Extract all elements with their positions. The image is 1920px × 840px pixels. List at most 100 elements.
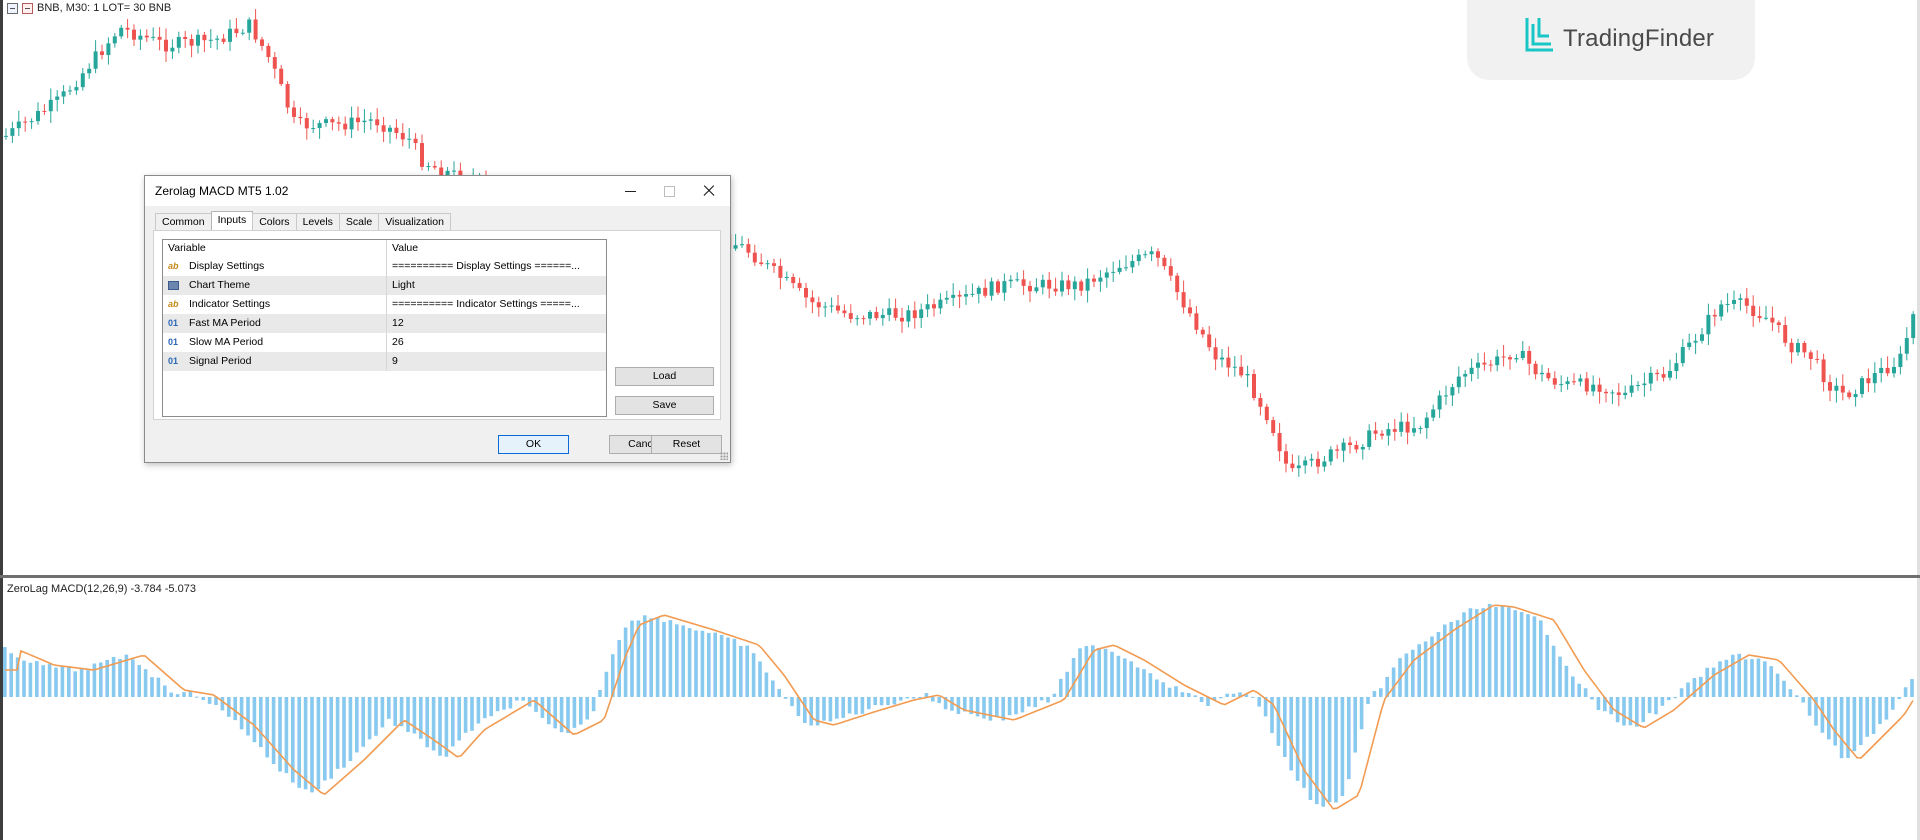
- candle-body: [1904, 338, 1909, 354]
- candle-body: [1508, 357, 1512, 360]
- candle-body: [1149, 251, 1154, 255]
- histogram-bar: [1155, 679, 1159, 697]
- histogram-bar: [214, 697, 218, 706]
- histogram-bar: [623, 627, 628, 697]
- histogram-bar: [515, 697, 519, 701]
- column-header-variable[interactable]: Variable: [168, 242, 206, 254]
- ok-button[interactable]: OK: [498, 435, 569, 454]
- candle-body: [1162, 257, 1167, 267]
- symbol-label: BNB, M30: 1 LOT= 30 BNB: [37, 2, 172, 14]
- candle-body: [1360, 446, 1365, 450]
- candle-body: [304, 118, 309, 129]
- candle-body: [1648, 372, 1653, 384]
- histogram-bar: [1788, 689, 1793, 697]
- histogram-bar: [1481, 608, 1485, 697]
- histogram-bar: [431, 697, 436, 751]
- histogram-bar: [886, 697, 890, 706]
- tab-scale[interactable]: Scale: [338, 213, 380, 230]
- candle-body: [1156, 251, 1160, 258]
- save-button[interactable]: Save: [615, 396, 714, 415]
- histogram-bar: [1276, 697, 1281, 746]
- histogram-bar: [470, 697, 474, 731]
- value-cell[interactable]: Light: [386, 276, 606, 295]
- load-button[interactable]: Load: [615, 367, 714, 386]
- histogram-bar: [719, 634, 724, 697]
- histogram-bar: [969, 697, 973, 715]
- histogram-bar: [835, 697, 839, 719]
- candle-body: [157, 36, 162, 40]
- close-button[interactable]: [688, 179, 730, 203]
- candle-body: [1367, 430, 1372, 447]
- table-row[interactable]: ab Display Settings ========== Display Se…: [163, 257, 606, 276]
- candle-body: [317, 123, 322, 129]
- candle-body: [1591, 384, 1596, 392]
- histogram-bar: [1724, 659, 1729, 697]
- logo-text: TradingFinder: [1563, 25, 1715, 52]
- maximize-button[interactable]: [648, 179, 690, 203]
- histogram-bar: [1097, 648, 1101, 697]
- histogram-bar: [284, 697, 289, 774]
- reset-button[interactable]: Reset: [651, 435, 722, 454]
- column-header-value[interactable]: Value: [386, 240, 606, 257]
- dialog-titlebar[interactable]: Zerolag MACD MT5 1.02: [145, 176, 730, 206]
- candle-body: [432, 166, 437, 168]
- histogram-bar: [342, 697, 346, 768]
- value-cell[interactable]: 9: [386, 352, 606, 371]
- candle-body: [260, 39, 264, 46]
- tab-colors[interactable]: Colors: [252, 213, 297, 230]
- table-row[interactable]: ab Indicator Settings ========== Indicato…: [163, 295, 606, 314]
- histogram-bar: [3, 647, 7, 697]
- candle-body: [1431, 409, 1436, 418]
- histogram-bar: [1865, 697, 1869, 737]
- table-row[interactable]: 01 Signal Period 9: [163, 352, 606, 371]
- candle-body: [1616, 392, 1621, 396]
- candle-body: [292, 107, 296, 117]
- tab-common[interactable]: Common: [155, 213, 212, 230]
- candle-body: [925, 304, 930, 310]
- histogram-bar: [745, 645, 749, 697]
- histogram-bar: [15, 657, 20, 697]
- candle-body: [842, 310, 847, 314]
- value-cell[interactable]: 12: [386, 314, 606, 333]
- candle-body: [4, 135, 8, 137]
- candle-body: [1316, 458, 1320, 467]
- histogram-bar: [1833, 697, 1837, 746]
- tab-visualization[interactable]: Visualization: [378, 213, 451, 230]
- value-cell[interactable]: ========== Indicator Settings =====...: [386, 295, 606, 314]
- histogram-bar: [1903, 687, 1908, 697]
- integer-type-icon: 01: [168, 318, 179, 328]
- tab-inputs[interactable]: Inputs: [210, 211, 254, 230]
- resize-grip-icon[interactable]: [720, 452, 728, 460]
- table-row[interactable]: Chart Theme Light: [163, 276, 606, 295]
- candle-body: [868, 311, 872, 319]
- histogram-bar: [1622, 697, 1626, 726]
- candle-body: [1751, 305, 1756, 317]
- histogram-bar: [54, 667, 58, 697]
- table-row[interactable]: 01 Fast MA Period 12: [163, 314, 606, 333]
- table-row[interactable]: 01 Slow MA Period 26: [163, 333, 606, 352]
- minimize-button[interactable]: [609, 179, 651, 203]
- value-cell[interactable]: ========== Display Settings ======...: [386, 257, 606, 276]
- histogram-bar: [124, 654, 129, 697]
- pane-divider[interactable]: [0, 575, 1920, 578]
- histogram-bar: [1583, 688, 1588, 697]
- histogram-bar: [1436, 632, 1441, 697]
- chart-grid-icon[interactable]: [7, 2, 18, 14]
- histogram-bar: [566, 697, 570, 734]
- tab-levels[interactable]: Levels: [295, 213, 340, 230]
- histogram-bar: [1660, 697, 1665, 706]
- histogram-bar: [822, 697, 826, 721]
- one-click-trading-icon[interactable]: [22, 2, 33, 14]
- value-cell[interactable]: 26: [386, 333, 606, 352]
- histogram-bar: [579, 697, 583, 725]
- histogram-bar: [777, 689, 781, 697]
- histogram-bar: [1046, 697, 1050, 703]
- candle-body: [855, 318, 860, 320]
- scrollbar-track[interactable]: [1917, 0, 1920, 840]
- histogram-bar: [1001, 697, 1005, 721]
- histogram-bar: [463, 697, 468, 733]
- candle-body: [740, 244, 744, 246]
- candle-body: [1879, 367, 1884, 374]
- histogram-bar: [1257, 697, 1261, 707]
- candle-body: [1789, 342, 1794, 353]
